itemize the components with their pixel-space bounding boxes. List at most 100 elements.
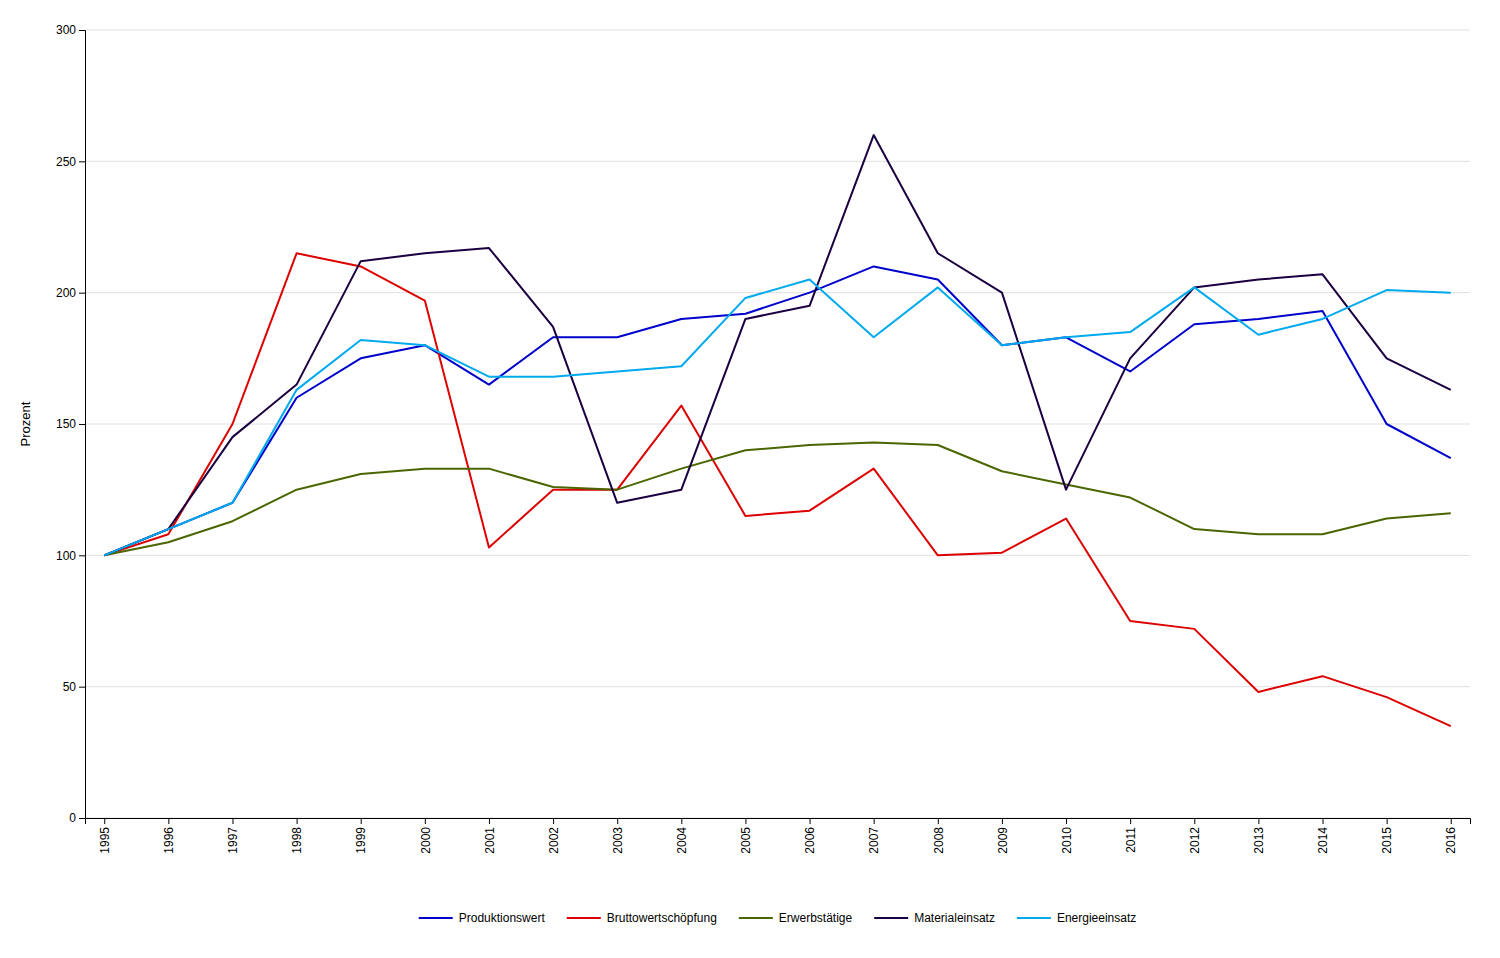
legend-swatch bbox=[1017, 917, 1051, 919]
x-tick-label: 2001 bbox=[483, 827, 497, 854]
y-tick-label: 100 bbox=[56, 549, 76, 563]
y-axis-line bbox=[79, 31, 86, 819]
x-tick: 2004 bbox=[675, 818, 689, 854]
x-tick-mark bbox=[1002, 818, 1003, 824]
y-tick: 300 bbox=[56, 23, 85, 37]
x-tick-label: 2000 bbox=[419, 827, 433, 854]
x-tick-mark bbox=[1130, 818, 1131, 824]
x-tick-label: 1995 bbox=[98, 827, 112, 854]
x-tick: 1996 bbox=[162, 818, 176, 854]
y-tick-label: 50 bbox=[63, 680, 77, 694]
x-tick: 2003 bbox=[611, 818, 625, 854]
x-tick-label: 2008 bbox=[932, 827, 946, 854]
x-tick-label: 2003 bbox=[611, 827, 625, 854]
x-tick: 2007 bbox=[867, 818, 881, 854]
legend-label: Produktionswert bbox=[459, 911, 546, 925]
y-tick: 50 bbox=[63, 680, 85, 694]
x-tick-label: 2009 bbox=[996, 827, 1010, 854]
x-tick: 2008 bbox=[932, 818, 946, 854]
legend-swatch bbox=[739, 917, 773, 919]
legend-swatch bbox=[419, 917, 453, 919]
x-axis-line bbox=[86, 819, 1471, 825]
x-tick-mark bbox=[553, 818, 554, 824]
y-tick: 150 bbox=[56, 417, 85, 431]
x-tick-mark bbox=[425, 818, 426, 824]
x-tick-label: 2016 bbox=[1444, 827, 1458, 854]
grid-line bbox=[85, 292, 1470, 293]
chart: 1995199619971998199920002001200220032004… bbox=[0, 0, 1500, 958]
y-tick-label: 300 bbox=[56, 23, 76, 37]
x-tick: 2001 bbox=[483, 818, 497, 854]
x-tick-mark bbox=[617, 818, 618, 824]
y-tick-label: 0 bbox=[69, 811, 76, 825]
legend-item: Materialeinsatz bbox=[874, 911, 995, 925]
grid-line bbox=[85, 30, 1470, 31]
x-tick-mark bbox=[1258, 818, 1259, 824]
x-tick-label: 2004 bbox=[675, 827, 689, 854]
x-tick: 2015 bbox=[1380, 818, 1394, 854]
x-tick-label: 1996 bbox=[162, 827, 176, 854]
x-tick-mark bbox=[489, 818, 490, 824]
x-tick-mark bbox=[810, 818, 811, 824]
plot: 1995199619971998199920002001200220032004… bbox=[18, 23, 1471, 853]
legend-swatch bbox=[567, 917, 601, 919]
grid-line bbox=[85, 424, 1470, 425]
series-line bbox=[104, 442, 1451, 555]
x-tick-mark bbox=[297, 818, 298, 824]
legend-item: Bruttowertschöpfung bbox=[567, 911, 717, 925]
y-tick-label: 250 bbox=[56, 155, 76, 169]
series-line bbox=[104, 280, 1451, 556]
x-tick: 2012 bbox=[1188, 818, 1202, 854]
y-tick-label: 200 bbox=[56, 286, 76, 300]
x-axis: 1995199619971998199920002001200220032004… bbox=[86, 818, 1471, 854]
x-tick-label: 2012 bbox=[1188, 827, 1202, 854]
x-tick: 1995 bbox=[98, 818, 112, 854]
legend-label: Bruttowertschöpfung bbox=[607, 911, 717, 925]
x-tick-mark bbox=[1066, 818, 1067, 824]
y-tick: 100 bbox=[56, 549, 85, 563]
x-tick: 2006 bbox=[803, 818, 817, 854]
legend-label: Materialeinsatz bbox=[914, 911, 995, 925]
x-tick-mark bbox=[1387, 818, 1388, 824]
grid-line bbox=[85, 161, 1470, 162]
x-tick-label: 1998 bbox=[290, 827, 304, 854]
x-tick: 2011 bbox=[1124, 818, 1138, 853]
x-tick-mark bbox=[104, 818, 105, 824]
y-tick-mark bbox=[79, 818, 85, 819]
legend: Produktionswert Bruttowertschöpfung Erwerb… bbox=[419, 911, 1137, 925]
x-tick-label: 2014 bbox=[1316, 827, 1330, 854]
x-tick-label: 1997 bbox=[226, 827, 240, 854]
x-tick-label: 2010 bbox=[1060, 827, 1074, 854]
x-tick: 2014 bbox=[1316, 818, 1330, 854]
y-axis: 0 50 100 150 200 250 300 bbox=[56, 23, 86, 825]
x-tick-mark bbox=[874, 818, 875, 824]
y-tick-mark bbox=[79, 161, 85, 162]
series-line bbox=[104, 135, 1451, 555]
x-tick-mark bbox=[232, 818, 233, 824]
legend-swatch bbox=[874, 917, 908, 919]
x-tick: 2016 bbox=[1444, 818, 1458, 854]
legend-item: Energieeinsatz bbox=[1017, 911, 1136, 925]
x-tick-mark bbox=[361, 818, 362, 824]
x-tick: 2000 bbox=[419, 818, 433, 854]
x-tick-label: 2011 bbox=[1124, 827, 1138, 853]
x-tick-label: 1999 bbox=[354, 827, 368, 854]
y-tick-mark bbox=[79, 424, 85, 425]
legend-item: Erwerbstätige bbox=[739, 911, 853, 925]
x-tick-label: 2006 bbox=[803, 827, 817, 854]
x-tick-mark bbox=[168, 818, 169, 824]
x-tick: 1999 bbox=[354, 818, 368, 854]
y-tick: 200 bbox=[56, 286, 85, 300]
x-tick-mark bbox=[745, 818, 746, 824]
x-tick-mark bbox=[1194, 818, 1195, 824]
series-line bbox=[104, 253, 1451, 726]
y-tick-mark bbox=[79, 30, 85, 31]
x-tick: 2009 bbox=[996, 818, 1010, 854]
series-line bbox=[104, 266, 1451, 555]
x-tick: 1998 bbox=[290, 818, 304, 854]
x-tick: 2005 bbox=[739, 818, 753, 854]
y-tick: 250 bbox=[56, 155, 85, 169]
grid-line bbox=[85, 686, 1470, 687]
y-axis-title: Prozent bbox=[18, 401, 33, 446]
y-tick-mark bbox=[79, 555, 85, 556]
